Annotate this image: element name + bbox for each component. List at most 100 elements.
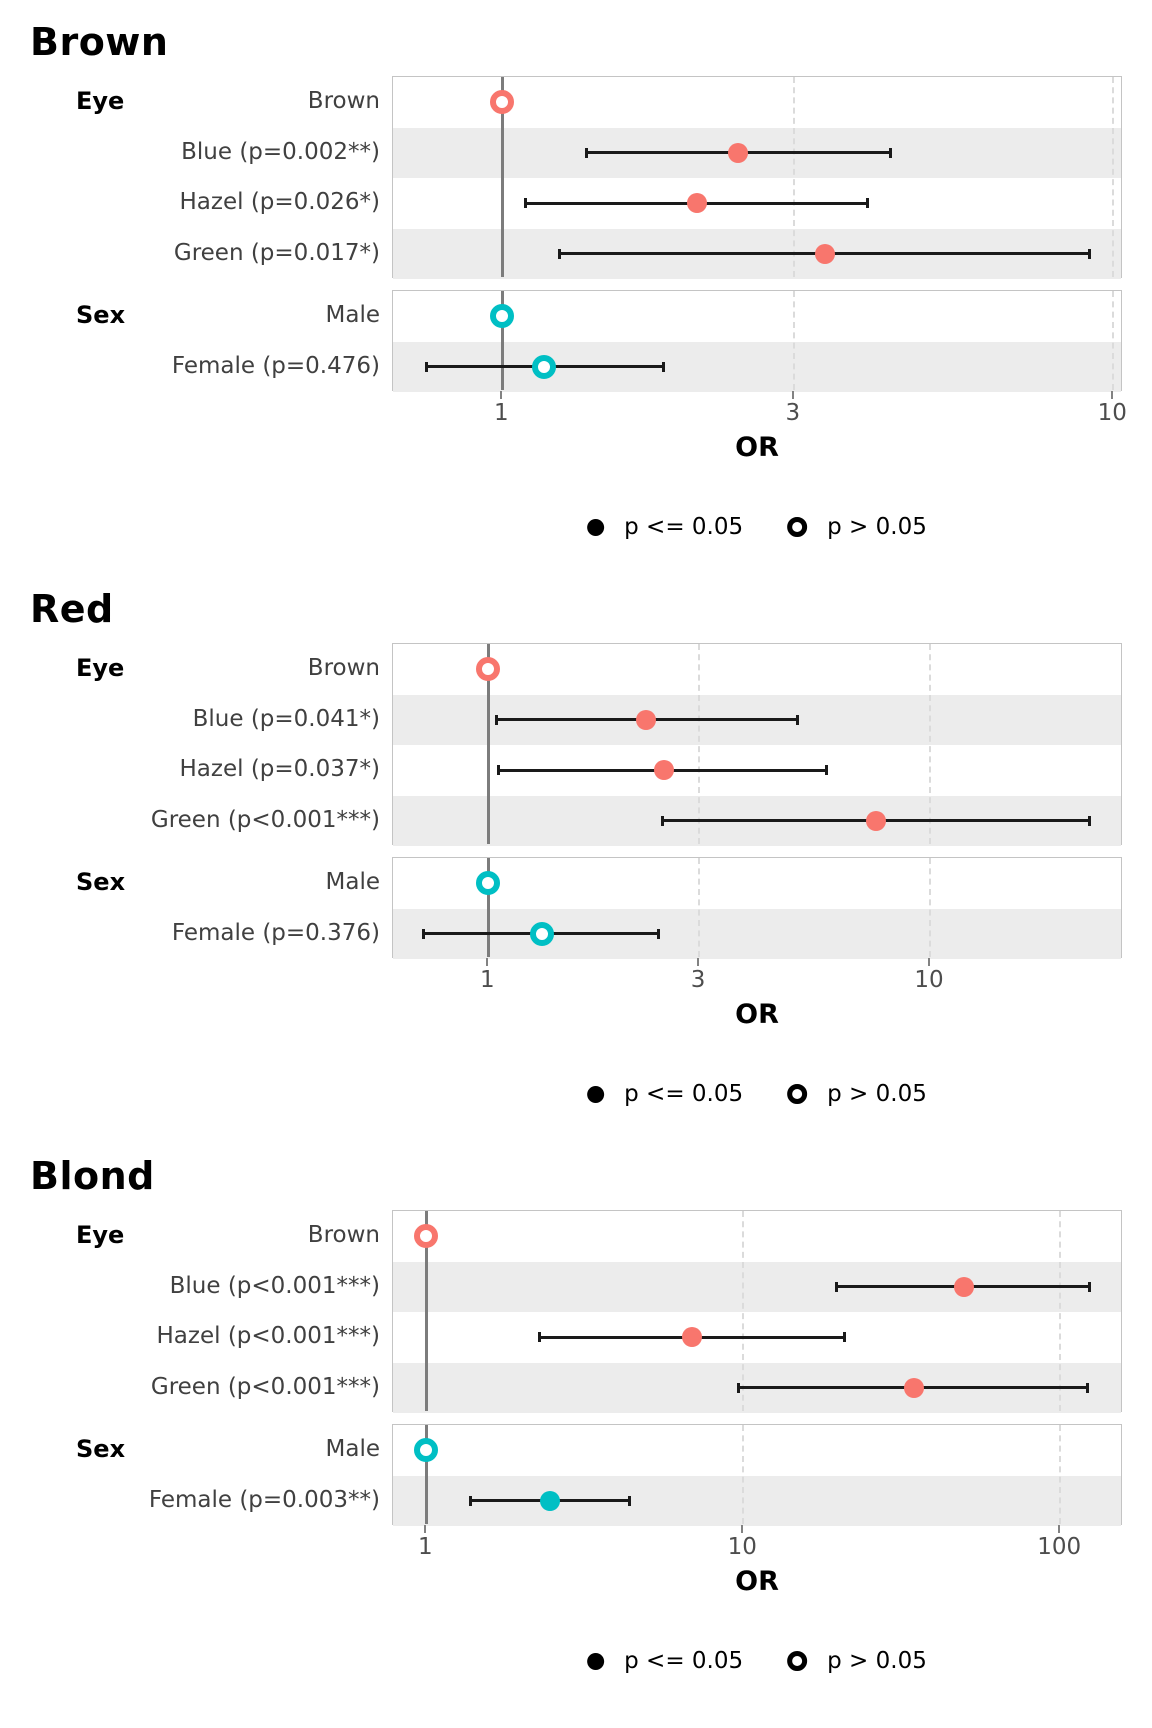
ci-cap-left (736, 1382, 740, 1393)
ci-cap-left (558, 248, 562, 259)
x-tick-mark (1058, 1525, 1061, 1533)
gridline-3 (792, 77, 795, 277)
gridline-100 (1059, 1211, 1062, 1411)
gridline-10 (1112, 77, 1115, 277)
legend-label: p <= 0.05 (624, 1648, 744, 1674)
point-marker (490, 90, 515, 115)
ci-cap-left (421, 928, 425, 939)
row-label: Hazel (p=0.037*) (179, 756, 380, 783)
ci-cap-right (1087, 1281, 1091, 1292)
row-label: Male (325, 1436, 380, 1463)
legend-item-nonsignificant: p > 0.05 (787, 1081, 927, 1107)
point-marker (682, 1327, 703, 1348)
group-label-eye: Eye (76, 87, 125, 116)
row-label: Hazel (p=0.026*) (179, 189, 380, 216)
group-label-sex: Sex (76, 301, 126, 330)
ci-cap-left (494, 714, 498, 725)
row-label: Female (p=0.003**) (148, 1486, 380, 1513)
row-label: Female (p=0.376) (171, 919, 380, 946)
reference-line (500, 291, 504, 390)
x-tick-mark (500, 391, 503, 399)
legend-label: p <= 0.05 (624, 514, 744, 540)
sex-panel (392, 857, 1122, 959)
x-tick-mark (741, 1525, 744, 1533)
legend-label: p > 0.05 (827, 1648, 927, 1674)
figure-blond: Blond Brown Blue (p<0.001***) Hazel (p<0.00… (0, 1134, 1152, 1701)
x-tick-mark (697, 958, 700, 966)
ci-cap-right (662, 361, 666, 372)
legend-label: p > 0.05 (827, 1081, 927, 1107)
x-tick-label: 10 (1097, 400, 1127, 426)
sex-panel (392, 1424, 1122, 1526)
legend-open-dot-icon (787, 517, 808, 537)
point-marker (539, 1490, 560, 1511)
row-label: Blue (p=0.041*) (192, 705, 380, 732)
row-label: Green (p<0.001***) (150, 1373, 380, 1400)
point-marker (414, 1438, 439, 1463)
reference-line (424, 1425, 428, 1524)
row-label: Blue (p=0.002**) (181, 138, 380, 165)
point-marker (815, 243, 836, 264)
point-marker (636, 709, 657, 730)
figure-title: Brown (30, 20, 169, 64)
x-tick-label: 3 (690, 967, 706, 993)
x-tick-label: 10 (914, 967, 944, 993)
ci-cap-right (627, 1495, 631, 1506)
significance-legend: p <= 0.05 p > 0.05 (587, 1081, 927, 1107)
gridline-10 (742, 1211, 745, 1411)
ci-cap-right (825, 765, 829, 776)
point-marker (654, 760, 675, 781)
group-label-eye: Eye (76, 654, 125, 683)
legend-label: p > 0.05 (827, 514, 927, 540)
group-label-sex: Sex (76, 1435, 126, 1464)
figure-title: Red (30, 587, 114, 631)
point-marker (727, 142, 748, 163)
point-marker (953, 1276, 974, 1297)
gridline-10 (742, 1425, 745, 1524)
ci-cap-left (834, 1281, 838, 1292)
ci-cap-right (889, 147, 893, 158)
point-marker (490, 304, 515, 329)
row-label: Brown (307, 655, 380, 682)
ci-cap-left (524, 198, 528, 209)
x-tick-label: 1 (494, 400, 509, 426)
group-label-eye: Eye (76, 1221, 125, 1250)
x-tick-mark (424, 1525, 427, 1533)
row-label: Brown (307, 1222, 380, 1249)
figure-brown: Brown Brown Blue (p=0.002**) Hazel (p=0.026… (0, 0, 1152, 567)
legend-item-significant: p <= 0.05 (587, 514, 743, 540)
gridline-10 (929, 858, 931, 957)
legend-filled-dot-icon (587, 518, 605, 536)
legend-item-significant: p <= 0.05 (587, 1081, 743, 1107)
row-label: Male (325, 302, 380, 329)
ci-cap-left (496, 765, 500, 776)
legend-filled-dot-icon (587, 1652, 605, 1670)
ci-cap-left (468, 1495, 472, 1506)
legend-filled-dot-icon (587, 1085, 605, 1103)
x-tick-label: 1 (480, 967, 495, 993)
ci-cap-right (866, 198, 870, 209)
point-marker (903, 1377, 924, 1398)
ci-cap-left (537, 1332, 541, 1343)
reference-line (424, 1211, 428, 1411)
gridline-100 (1059, 1425, 1062, 1524)
legend-item-significant: p <= 0.05 (587, 1648, 743, 1674)
ci-cap-right (656, 928, 660, 939)
gridline-10 (929, 644, 931, 844)
figure-title: Blond (30, 1154, 155, 1198)
x-tick-label: 3 (785, 400, 801, 426)
reference-line (486, 644, 490, 844)
ci-cap-right (1085, 1382, 1089, 1393)
legend-item-nonsignificant: p > 0.05 (787, 514, 927, 540)
row-label: Green (p<0.001***) (150, 806, 380, 833)
row-label: Hazel (p<0.001***) (156, 1323, 380, 1350)
sex-panel (392, 290, 1122, 392)
row-label: Blue (p<0.001***) (169, 1272, 380, 1299)
legend-item-nonsignificant: p > 0.05 (787, 1648, 927, 1674)
point-marker (476, 657, 501, 682)
x-tick-mark (486, 958, 489, 966)
point-marker (476, 871, 501, 896)
reference-line (486, 858, 490, 957)
group-label-sex: Sex (76, 868, 126, 897)
x-tick-label: 100 (1037, 1534, 1082, 1560)
